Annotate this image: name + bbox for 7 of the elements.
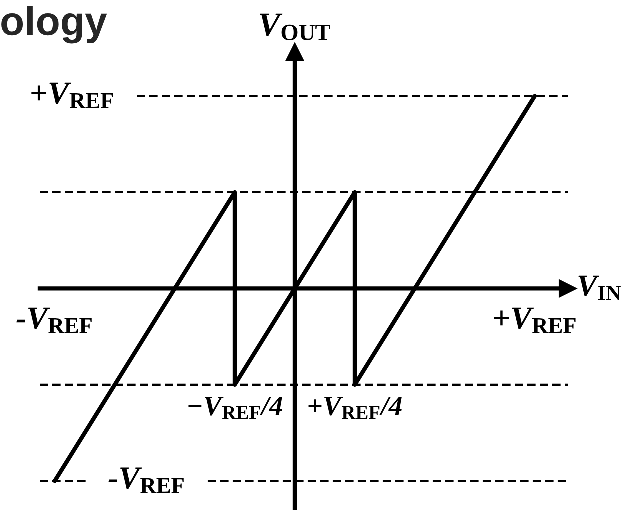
y-axis-title: V$_{OUT}$: [260, 14, 330, 41]
chart-title: ology: [2, 6, 108, 44]
ref-line-label: +V$_{REF}$: [32, 82, 114, 108]
ref-line-label: -V$_{REF}$: [108, 468, 184, 494]
x-axis-title: V$_{IN}$: [578, 276, 622, 300]
x-tick-label: +V$_{REF}$/4: [308, 396, 402, 420]
x-tick-label: −V$_{REF}$/4: [188, 396, 282, 420]
